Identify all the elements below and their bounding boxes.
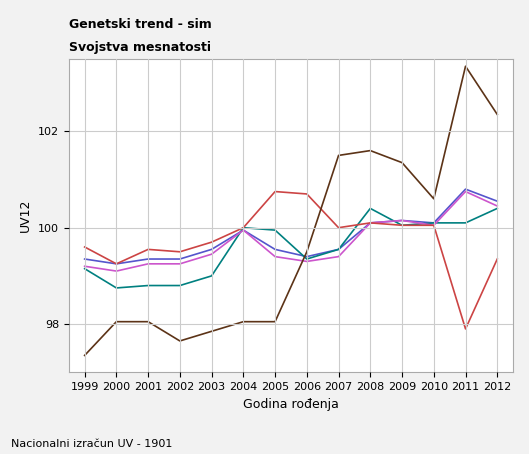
Text: Genetski trend - sim: Genetski trend - sim xyxy=(69,18,212,31)
Y-axis label: UV12: UV12 xyxy=(20,199,32,232)
Text: Nacionalni izračun UV - 1901: Nacionalni izračun UV - 1901 xyxy=(11,439,172,449)
X-axis label: Godina rođenja: Godina rođenja xyxy=(243,398,339,410)
Text: Svojstva mesnatosti: Svojstva mesnatosti xyxy=(69,41,211,54)
